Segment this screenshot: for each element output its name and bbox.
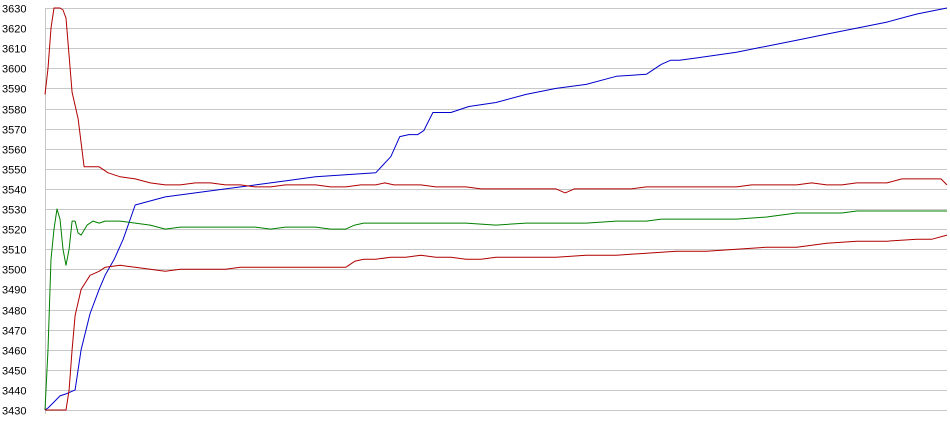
y-tick-label-3580: 3580 — [2, 105, 26, 117]
series-line-blue — [44, 7, 948, 411]
grid-layer — [45, 8, 947, 411]
y-tick-label-3490: 3490 — [2, 285, 26, 297]
y-tick-label-3570: 3570 — [2, 125, 26, 137]
y-tick-label-3470: 3470 — [2, 326, 26, 338]
series-line-green — [44, 208, 947, 411]
y-tick-label-3630: 3630 — [2, 4, 26, 16]
y-tick-label-3430: 3430 — [2, 406, 26, 418]
y-tick-label-3520: 3520 — [2, 225, 26, 237]
y-tick-label-3500: 3500 — [2, 265, 26, 277]
y-tick-label-3610: 3610 — [2, 44, 26, 56]
series-line-upper_red — [44, 7, 948, 194]
y-tick-label-3540: 3540 — [2, 185, 26, 197]
y-tick-label-3560: 3560 — [2, 145, 26, 157]
series-layer — [44, 7, 948, 411]
y-axis: 3430 3440 3450 3460 3470 3480 3490 3500 3510 3520… — [2, 4, 46, 418]
y-tick-label-3600: 3600 — [2, 64, 26, 76]
y-tick-label-3590: 3590 — [2, 84, 26, 96]
series-line-lower_red — [45, 234, 948, 411]
y-tick-label-3480: 3480 — [2, 306, 26, 318]
y-tick-label-3450: 3450 — [2, 366, 26, 378]
y-tick-label-3510: 3510 — [2, 245, 26, 257]
y-tick-label-3550: 3550 — [2, 165, 26, 177]
y-tick-label-3620: 3620 — [2, 24, 26, 36]
y-tick-label-3460: 3460 — [2, 346, 26, 358]
y-tick-label-3440: 3440 — [2, 386, 26, 398]
y-tick-label-3530: 3530 — [2, 205, 26, 217]
